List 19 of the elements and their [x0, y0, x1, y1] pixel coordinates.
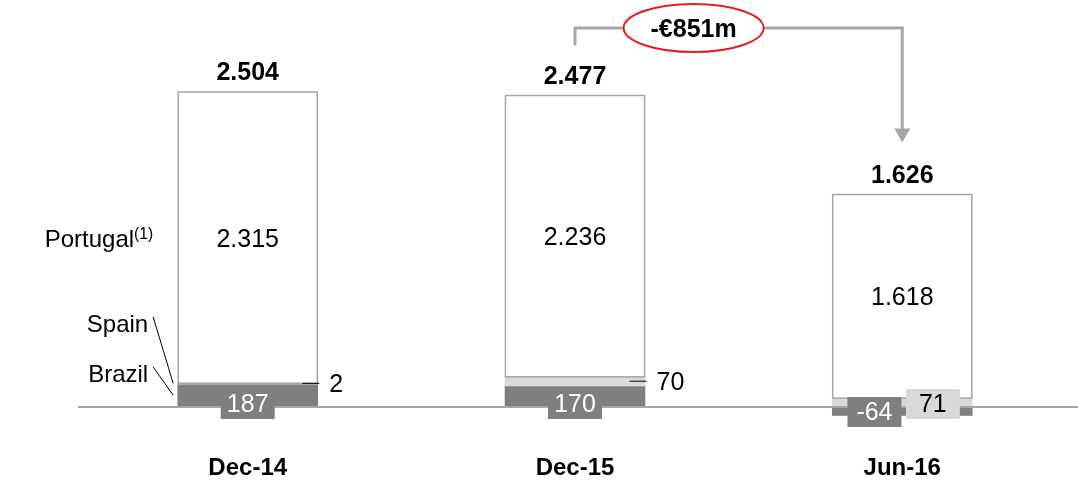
total-label: 2.504	[216, 57, 280, 85]
data-label: -64	[856, 397, 893, 425]
text: Spain	[86, 310, 149, 337]
x-tick-label: Dec-15	[535, 453, 615, 480]
data-label: 70	[656, 367, 685, 396]
data-label: 1.618	[870, 282, 934, 311]
x-tick-label: Jun-16	[863, 453, 941, 480]
series-label: Portugal$^{(1)}$	[44, 224, 154, 252]
data-label: 170	[554, 389, 596, 417]
x-tick-label: Dec-14	[208, 453, 288, 480]
total-label: 1.626	[870, 159, 934, 188]
data-label: 2.236	[543, 222, 607, 251]
data-label: 187	[226, 389, 269, 417]
series-label: Brazil	[88, 360, 149, 387]
total-label: 2.477	[543, 60, 607, 89]
data-label: 2.315	[216, 223, 280, 252]
data-label: 2	[329, 369, 344, 398]
data-label: 71	[918, 389, 947, 417]
text: -€851m	[650, 14, 737, 42]
